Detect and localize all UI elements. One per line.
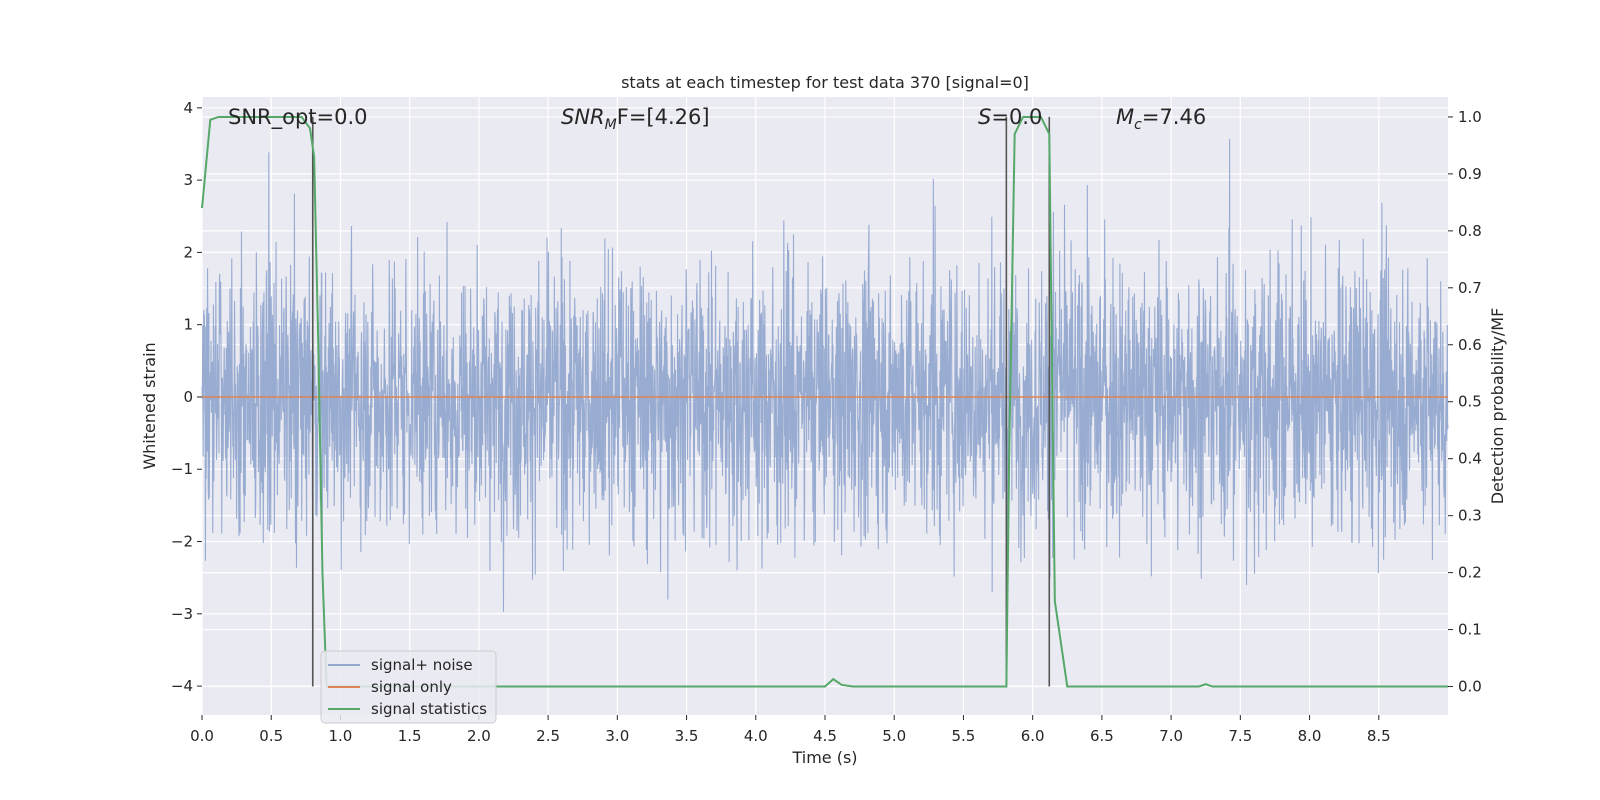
- series-signal-statistics: [201, 115, 1448, 688]
- annotation-mc-main: M: [1116, 105, 1134, 129]
- annotation-snr-mf-sub: M: [605, 117, 617, 133]
- x-tick-label: 0.0: [190, 727, 214, 745]
- y2-tick-label: 0.8: [1458, 222, 1482, 240]
- y-tick-label: 0: [183, 388, 193, 406]
- x-ticks: 0.0 0.5 1.0 1.5 2.0 2.5 3.0 3.5 4.0 4.5 5.0 5.5 6.0 6…: [190, 715, 1391, 745]
- signal-statistics-line: [201, 115, 1448, 688]
- x-tick-label: 0.5: [259, 727, 283, 745]
- x-tick-label: 4.0: [744, 727, 768, 745]
- y2-tick-label: 0.2: [1458, 564, 1482, 582]
- y-tick-label: 3: [183, 171, 193, 189]
- annotation-snr-mf-main: SNR: [561, 105, 605, 129]
- chart-title: stats at each timestep for test data 370…: [621, 73, 1029, 92]
- legend-label-signal-only: signal only: [371, 678, 452, 696]
- y2-tick-label: 0.7: [1458, 279, 1482, 297]
- legend-label-signal-noise: signal+ noise: [371, 656, 473, 674]
- x-tick-label: 1.5: [398, 727, 422, 745]
- annotation-snr-mf-rest: F=[4.26]: [617, 105, 710, 129]
- y2-axis-label: Detection probability/MF: [1488, 308, 1507, 505]
- x-tick-label: 8.5: [1367, 727, 1391, 745]
- annotation-snr-opt: SNR_opt=0.0: [228, 105, 368, 130]
- x-tick-label: 5.5: [952, 727, 976, 745]
- legend-label-signal-statistics: signal statistics: [371, 700, 487, 718]
- y2-tick-label: 0.0: [1458, 678, 1482, 696]
- y2-tick-label: 1.0: [1458, 108, 1482, 126]
- x-tick-label: 3.0: [605, 727, 629, 745]
- x-tick-label: 2.0: [467, 727, 491, 745]
- y2-tick-label: 0.1: [1458, 621, 1482, 639]
- x-tick-label: 1.0: [329, 727, 353, 745]
- y-tick-label: −2: [171, 533, 193, 551]
- x-tick-label: 4.5: [813, 727, 837, 745]
- y2-tick-label: 0.6: [1458, 336, 1482, 354]
- x-tick-label: 7.5: [1228, 727, 1252, 745]
- y2-tick-label: 0.5: [1458, 393, 1482, 411]
- y-tick-label: −3: [171, 605, 193, 623]
- y-axis-label: Whitened strain: [140, 342, 159, 469]
- x-tick-label: 5.0: [882, 727, 906, 745]
- y-tick-label: −4: [171, 677, 193, 695]
- x-tick-label: 7.0: [1159, 727, 1183, 745]
- annotation-s: S=0.0: [978, 105, 1042, 129]
- y2-tick-label: 0.4: [1458, 450, 1482, 468]
- y2-tick-label: 0.9: [1458, 165, 1482, 183]
- legend-box: [320, 650, 497, 724]
- annotation-s-rest: =0.0: [991, 105, 1042, 129]
- x-tick-label: 2.5: [536, 727, 560, 745]
- y-tick-label: 1: [183, 316, 193, 334]
- legend: signal+ noise signal only signal statist…: [320, 650, 497, 724]
- x-tick-label: 8.0: [1298, 727, 1322, 745]
- x-tick-label: 6.0: [1021, 727, 1045, 745]
- x-tick-label: 3.5: [675, 727, 699, 745]
- x-tick-label: 6.5: [1090, 727, 1114, 745]
- y-tick-label: 4: [183, 99, 193, 117]
- y2-tick-label: 0.3: [1458, 507, 1482, 525]
- annotation-snr-mf: SNRMF=[4.26]: [561, 105, 710, 133]
- y2-ticks: 1.0 0.9 0.8 0.7 0.6 0.5 0.4 0.3 0.2 0.1 0.0: [1448, 108, 1482, 696]
- annotation-mc-rest: =7.46: [1142, 105, 1206, 129]
- annotation-mc-sub: c: [1134, 117, 1142, 133]
- signal-noise-line: [201, 138, 1449, 612]
- annotation-mc: Mc=7.46: [1116, 105, 1206, 133]
- x-axis-label: Time (s): [791, 748, 857, 767]
- annotation-s-main: S: [978, 105, 991, 129]
- y-ticks: 4 3 2 1 0 −1 −2 −3 −4: [171, 99, 202, 695]
- series-signal-noise: [201, 138, 1449, 612]
- y-tick-label: −1: [171, 460, 193, 478]
- y-tick-label: 2: [183, 243, 193, 261]
